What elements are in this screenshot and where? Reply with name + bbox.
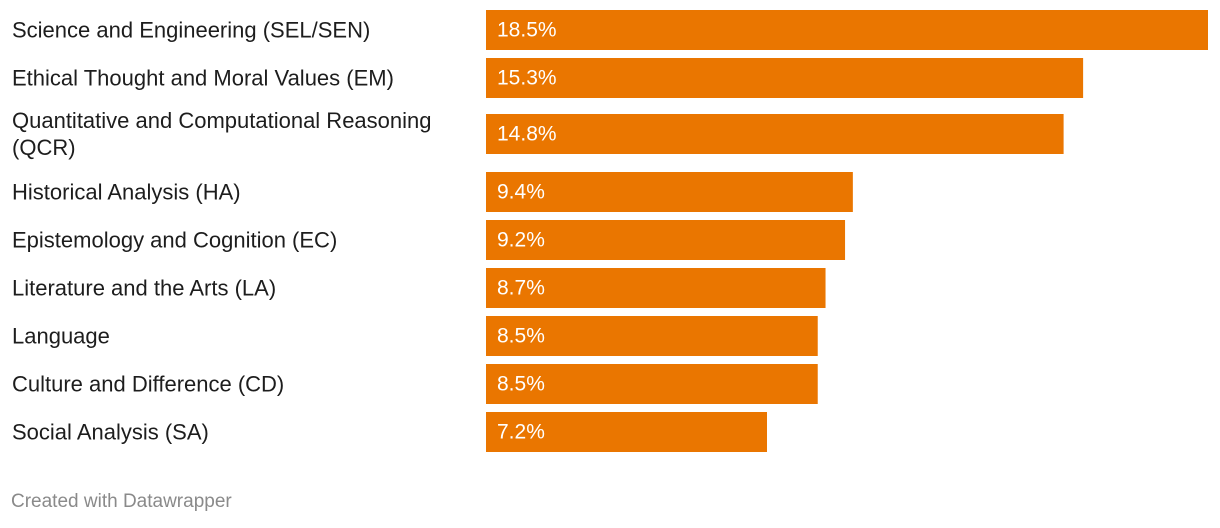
bar-1 [486, 58, 1084, 98]
bar-7 [486, 364, 818, 404]
category-label-2: Quantitative and Computational Reasoning… [12, 108, 432, 160]
bar-value-label-6: 8.5% [497, 325, 545, 348]
category-label-6: Language [12, 324, 110, 349]
category-label-5: Literature and the Arts (LA) [12, 276, 276, 301]
bar-5 [486, 268, 826, 308]
category-label-1: Ethical Thought and Moral Values (EM) [12, 66, 394, 91]
bar-value-label-4: 9.2% [497, 229, 545, 252]
category-label-3: Historical Analysis (HA) [12, 180, 241, 205]
bar-value-label-2: 14.8% [497, 123, 557, 146]
bar-3 [486, 172, 853, 212]
credit-footer: Created with Datawrapper [11, 491, 232, 512]
category-label-4: Epistemology and Cognition (EC) [12, 228, 337, 253]
bar-value-label-3: 9.4% [497, 181, 545, 204]
bar-value-label-8: 7.2% [497, 421, 545, 444]
category-label-7: Culture and Difference (CD) [12, 372, 284, 397]
bar-4 [486, 220, 846, 260]
bar-0 [486, 10, 1208, 50]
bar-value-label-1: 15.3% [497, 67, 557, 90]
bar-6 [486, 316, 818, 356]
category-label-0: Science and Engineering (SEL/SEN) [12, 18, 370, 43]
bar-value-label-5: 8.7% [497, 277, 545, 300]
bar-2 [486, 114, 1064, 154]
category-label-8: Social Analysis (SA) [12, 420, 209, 445]
bar-value-label-0: 18.5% [497, 19, 557, 42]
bar-value-label-7: 8.5% [497, 373, 545, 396]
bar-8 [486, 412, 767, 452]
